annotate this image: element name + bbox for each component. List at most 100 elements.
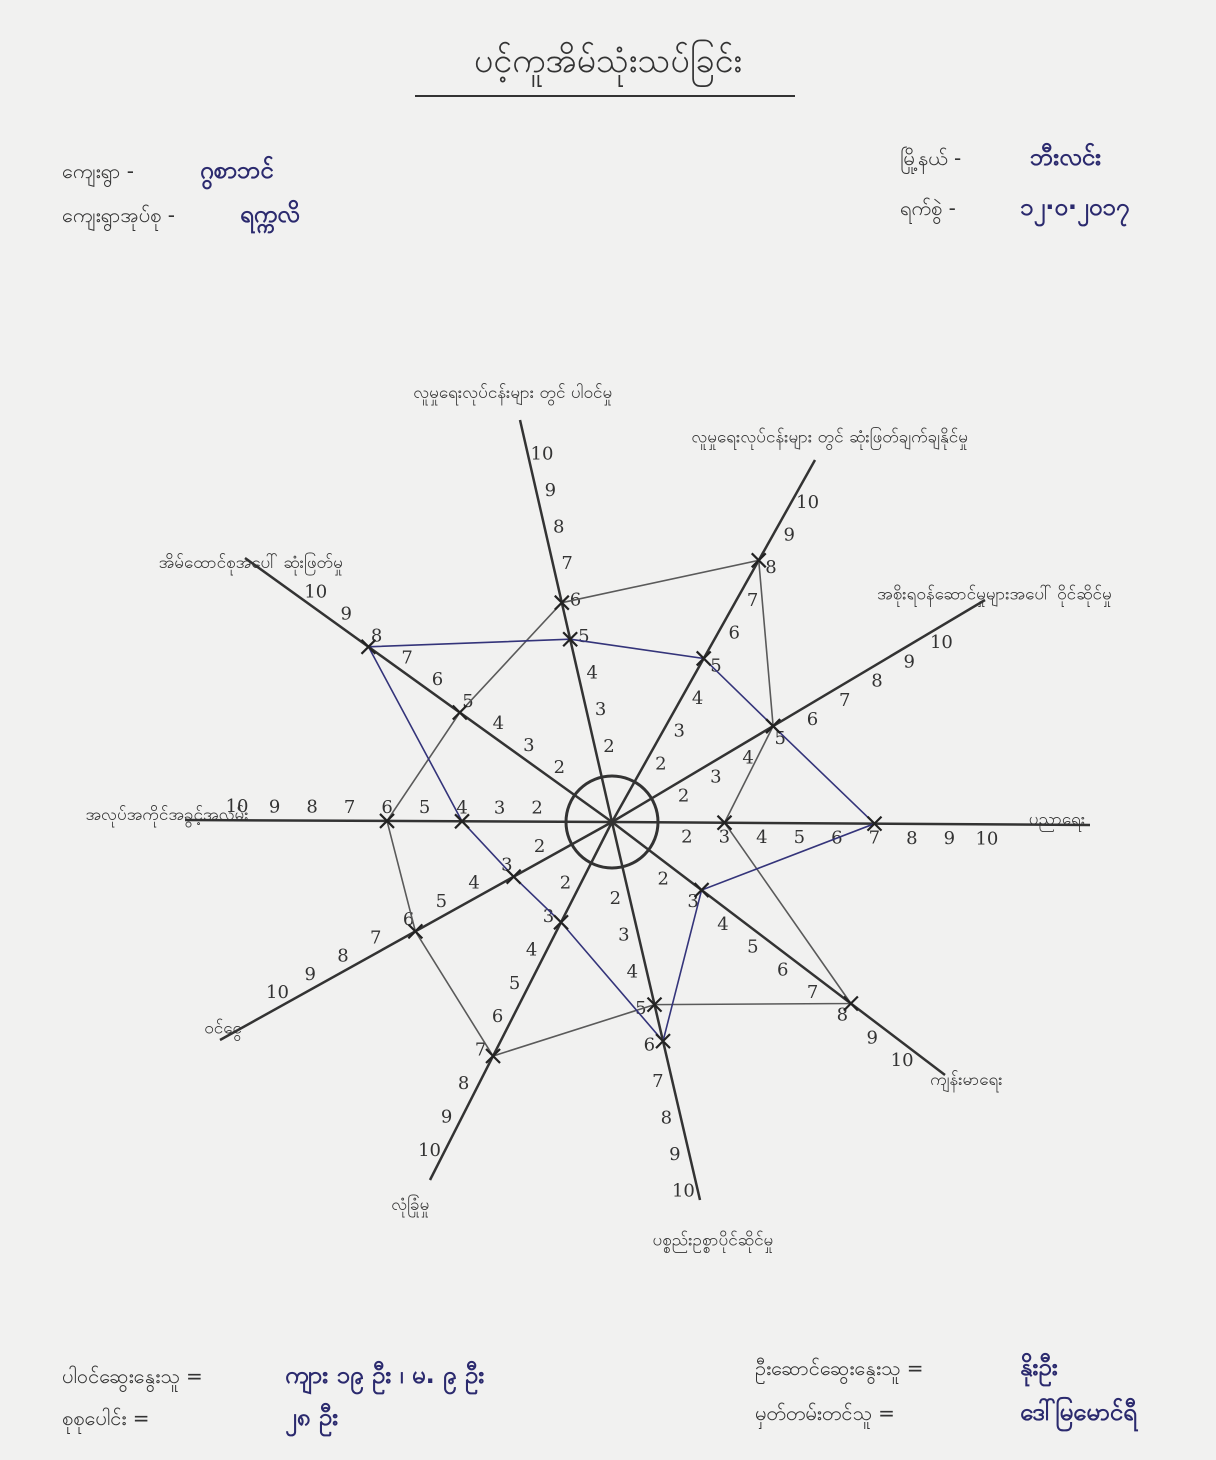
axis-tick-label: 5: [747, 937, 758, 958]
axis-tick-label: 7: [869, 828, 880, 849]
axis-tick-label: 10: [796, 492, 819, 513]
axis-tick-label: 10: [672, 1180, 695, 1201]
point-marker: [486, 1049, 500, 1063]
axis-tick-label: 9: [545, 480, 556, 501]
date-label: ရက်စွဲ -: [900, 196, 956, 224]
axis-tick-label: 8: [871, 671, 882, 692]
date: ၁၂·၀·၂၀၁၇: [1020, 193, 1129, 227]
axis-tick-label: 6: [432, 669, 443, 690]
township: ဘီးလင်း: [1030, 142, 1101, 171]
participants: ကျား ၁၉ ဦး ၊ မ. ၉ ဦး: [285, 1360, 484, 1395]
axis-tick-label: 6: [807, 709, 818, 730]
axis-tick-label: 10: [975, 828, 998, 849]
recorder-label: မှတ်တမ်းတင်သူ =: [755, 1401, 895, 1429]
axis-tick-label: 6: [729, 623, 740, 644]
title: ပင့်ကူအိမ်သုံးသပ်ခြင်း: [474, 41, 742, 87]
axis-tick-label: 3: [719, 827, 730, 848]
axis-tick-label: 2: [678, 786, 689, 807]
axis-label: ကျန်းမာရေး: [930, 1070, 1002, 1093]
axis-label: လုံခြုံမှု: [391, 1193, 429, 1218]
axis-tick-label: 8: [765, 557, 776, 578]
axis-tick-label: 4: [493, 713, 504, 734]
axis-tick-label: 4: [627, 961, 638, 982]
axis-tick-label: 5: [775, 728, 786, 749]
axis-tick-label: 5: [794, 827, 805, 848]
recorder: ဒေါ်မြမောင်ရီ: [1020, 1396, 1139, 1432]
point-marker: [408, 924, 422, 938]
axis-tick-label: 6: [492, 1006, 503, 1027]
axis-tick-label: 8: [661, 1107, 672, 1128]
axis-tick-label: 8: [553, 516, 564, 537]
axis-tick-label: 2: [534, 836, 545, 857]
axis-tick-label: 10: [418, 1140, 441, 1161]
axis-tick-label: 4: [526, 939, 537, 960]
axis-tick-label: 2: [603, 736, 614, 757]
axis-line: [612, 822, 1090, 825]
axis-tick-label: 10: [531, 443, 554, 464]
axis-tick-label: 7: [561, 553, 572, 574]
axis-tick-label: 3: [523, 735, 534, 756]
axis-tick-label: 3: [674, 721, 685, 742]
point-marker: [554, 915, 568, 929]
village-label: ကျေးရွာ -: [62, 159, 134, 187]
axis-tick-label: 7: [747, 590, 758, 611]
axis-tick-label: 8: [906, 828, 917, 849]
axis-tick-label: 9: [944, 828, 955, 849]
axis-line: [185, 820, 612, 822]
axis-tick-label: 6: [644, 1034, 655, 1055]
axis-tick-label: 4: [692, 688, 703, 709]
axis-tick-label: 7: [344, 797, 355, 818]
axis-tick-label: 9: [669, 1144, 680, 1165]
axis-tick-label: 7: [807, 982, 818, 1003]
axis-tick-label: 7: [839, 690, 850, 711]
axis-label: ပညာရေး: [1029, 810, 1085, 833]
axis-tick-label: 2: [560, 873, 571, 894]
point-marker: [507, 870, 521, 884]
point-marker: [695, 883, 709, 897]
axis-tick-label: 9: [784, 524, 795, 545]
axis-tick-label: 4: [717, 914, 728, 935]
axis-tick-label: 10: [891, 1050, 914, 1071]
axis-label: အစိုးရဝန်ဆောင်မှုများအပေါ် ဝိုင်ဆိုင်မှု: [877, 584, 1112, 608]
axis-tick-label: 2: [531, 798, 542, 819]
axis-tick-label: 4: [468, 873, 479, 894]
facilitator: နိုးဦး: [1020, 1352, 1058, 1387]
axis-tick-label: 4: [756, 827, 767, 848]
axis-tick-label: 6: [777, 959, 788, 980]
total: ၂၈ ဦး: [285, 1402, 338, 1437]
axis-tick-label: 10: [930, 632, 953, 653]
axis-label: လူမှုရေးလုပ်ငန်းများ တွင် ပါဝင်မှု: [413, 382, 612, 406]
township-label: မြို့နယ် -: [900, 146, 961, 174]
axis-tick-label: 5: [578, 626, 589, 647]
axis-label: အလုပ်အကိုင်အခွင့်အလမ်း: [85, 805, 248, 828]
axis-tick-label: 9: [867, 1027, 878, 1048]
axis-tick-label: 4: [586, 663, 597, 684]
axis-tick-label: 9: [340, 604, 351, 625]
axis-tick-label: 8: [337, 946, 348, 967]
axis-tick-label: 5: [419, 797, 430, 818]
axis-label: အိမ်ထောင်စုအပေါ် ဆုံးဖြတ်မှု: [159, 551, 343, 576]
axis-tick-label: 7: [370, 927, 381, 948]
axis-tick-label: 9: [269, 796, 280, 817]
axis-label: ပစ္စည်းဥစ္စာပိုင်ဆိုင်မှု: [653, 1231, 774, 1254]
axis-tick-label: 5: [509, 973, 520, 994]
axis-tick-label: 3: [618, 925, 629, 946]
village: ဂွစာဘင်: [200, 155, 274, 190]
axis-tick-label: 2: [554, 757, 565, 778]
axis-tick-label: 2: [681, 826, 692, 847]
axis-tick-label: 3: [494, 797, 505, 818]
total-label: စုစုပေါင်း =: [62, 1406, 150, 1434]
axis-tick-label: 8: [306, 797, 317, 818]
axis-tick-label: 9: [305, 964, 316, 985]
axis-tick-label: 7: [401, 647, 412, 668]
axis-label: လူမှုရေးလုပ်ငန်းများ တွင် ဆုံးဖြတ်ချက်ချ…: [691, 426, 968, 451]
axis-tick-label: 3: [543, 906, 554, 927]
axis-tick-label: 3: [710, 766, 721, 787]
axis-tick-label: 2: [610, 888, 621, 909]
axis-tick-label: 4: [742, 747, 753, 768]
document: ပင့်ကူအိမ်သုံးသပ်ခြင်း ကျေးရွာ - ဂွစာဘင်…: [0, 0, 1216, 1460]
tract-label: ကျေးရွာအုပ်စု -: [62, 203, 175, 231]
page: ပင့်ကူအိမ်သုံးသပ်ခြင်း ကျေးရွာ - ဂွစာဘင်…: [0, 0, 1216, 1460]
axis-label: ဝင်ငွေ: [204, 1018, 242, 1041]
